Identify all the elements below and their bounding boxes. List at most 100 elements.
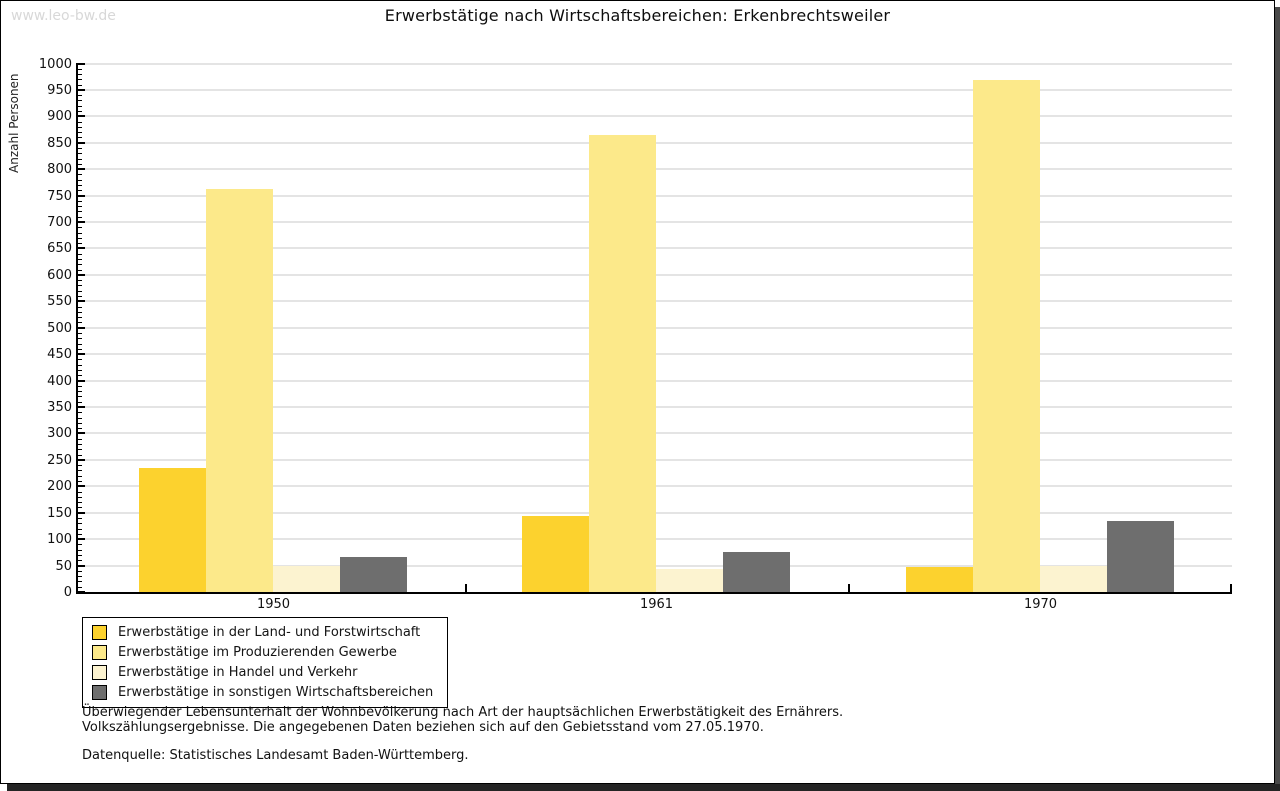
y-minor-tick-590 [78,280,82,282]
y-tick-label-700: 700 [47,215,72,231]
y-tick-label-150: 150 [47,505,72,521]
y-minor-tick-770 [78,185,82,187]
y-minor-tick-830 [78,153,82,155]
x-boundary-tick-2 [848,584,850,592]
gridline-950 [78,88,1232,91]
y-major-tick-300 [78,432,85,435]
y-major-tick-950 [78,88,85,91]
y-minor-tick-420 [78,370,82,372]
y-tick-label-800: 800 [47,162,72,178]
y-minor-tick-390 [78,385,82,387]
y-minor-tick-80 [78,549,82,551]
frame-shadow-bottom [7,784,1280,791]
y-tick-label-500: 500 [47,320,72,336]
y-tick-label-650: 650 [47,241,72,257]
y-axis-line [76,62,78,594]
bar-1970-series-2 [973,80,1040,592]
y-major-tick-1000 [78,62,85,65]
y-minor-tick-490 [78,333,82,335]
legend-swatch-icon [92,644,107,660]
y-minor-tick-460 [78,348,82,350]
y-tick-label-100: 100 [47,532,72,548]
y-minor-tick-740 [78,200,82,202]
y-tick-label-850: 850 [47,135,72,151]
y-minor-tick-430 [78,364,82,366]
x-boundary-tick-1 [465,584,467,592]
legend-label: Erwerbstätige im Produzierenden Gewerbe [118,644,397,660]
y-major-tick-600 [78,273,85,276]
y-minor-tick-730 [78,206,82,208]
y-minor-tick-160 [78,507,82,509]
y-minor-tick-820 [78,158,82,160]
y-tick-label-1000: 1000 [38,56,72,72]
legend-label: Erwerbstätige in der Land- und Forstwirt… [118,624,421,640]
y-minor-tick-290 [78,438,82,440]
y-minor-tick-720 [78,211,82,213]
y-major-tick-550 [78,300,85,303]
y-minor-tick-340 [78,412,82,414]
y-minor-tick-780 [78,179,82,181]
bar-1950-series-4 [340,556,407,592]
y-major-tick-450 [78,353,85,356]
y-minor-tick-960 [78,84,82,86]
y-major-tick-100 [78,538,85,541]
y-minor-tick-70 [78,555,82,556]
y-minor-tick-970 [78,79,82,81]
y-major-tick-500 [78,326,85,329]
bar-1961-series-1 [522,516,589,592]
y-minor-tick-440 [78,359,82,361]
y-minor-tick-990 [78,68,82,70]
footnote-line-1: Überwiegender Lebensunterhalt der Wohnbe… [82,705,844,720]
y-minor-tick-330 [78,417,82,419]
y-minor-tick-510 [78,322,82,324]
y-minor-tick-680 [78,232,82,234]
x-tick-label-1961: 1961 [639,597,674,612]
y-tick-label-450: 450 [47,347,72,363]
watermark-url: www.leo-bw.de [11,8,116,24]
y-minor-tick-310 [78,428,82,430]
y-minor-tick-710 [78,216,82,218]
x-tick-label-1970: 1970 [1023,597,1058,612]
y-major-tick-200 [78,485,85,488]
y-minor-tick-230 [78,470,82,472]
y-minor-tick-90 [78,544,82,546]
y-minor-tick-110 [78,533,82,535]
y-tick-label-400: 400 [47,373,72,389]
y-minor-tick-220 [78,475,82,477]
gridline-900 [78,115,1232,118]
y-minor-tick-880 [78,126,82,128]
y-minor-tick-980 [78,74,82,76]
y-minor-tick-520 [78,317,82,319]
y-minor-tick-790 [78,174,82,176]
y-minor-tick-910 [78,111,82,113]
y-minor-tick-570 [78,290,82,292]
y-minor-tick-870 [78,132,82,134]
legend-label: Erwerbstätige in sonstigen Wirtschaftsbe… [118,684,434,700]
y-minor-tick-540 [78,306,82,308]
y-minor-tick-280 [78,444,82,446]
y-major-tick-850 [78,141,85,144]
legend-row-3: Erwerbstätige in Handel und Verkehr [83,662,447,682]
y-minor-tick-580 [78,285,82,287]
y-minor-tick-210 [78,481,82,482]
y-minor-tick-560 [78,296,82,298]
bar-1950-series-3 [273,565,340,592]
y-minor-tick-470 [78,343,82,345]
y-minor-tick-930 [78,100,82,102]
y-major-tick-150 [78,511,85,514]
y-minor-tick-920 [78,105,82,107]
legend-row-1: Erwerbstätige in der Land- und Forstwirt… [83,622,447,642]
y-minor-tick-890 [78,121,82,123]
y-minor-tick-180 [78,496,82,498]
legend-box: Erwerbstätige in der Land- und Forstwirt… [82,617,448,708]
y-minor-tick-10 [78,586,82,588]
y-minor-tick-30 [78,576,82,578]
y-minor-tick-370 [78,396,82,398]
y-axis-title: Anzahl Personen [7,73,21,173]
y-minor-tick-190 [78,491,82,493]
y-minor-tick-240 [78,465,82,467]
y-major-tick-900 [78,115,85,118]
y-tick-label-250: 250 [47,452,72,468]
x-tick-label-1950: 1950 [256,597,291,612]
